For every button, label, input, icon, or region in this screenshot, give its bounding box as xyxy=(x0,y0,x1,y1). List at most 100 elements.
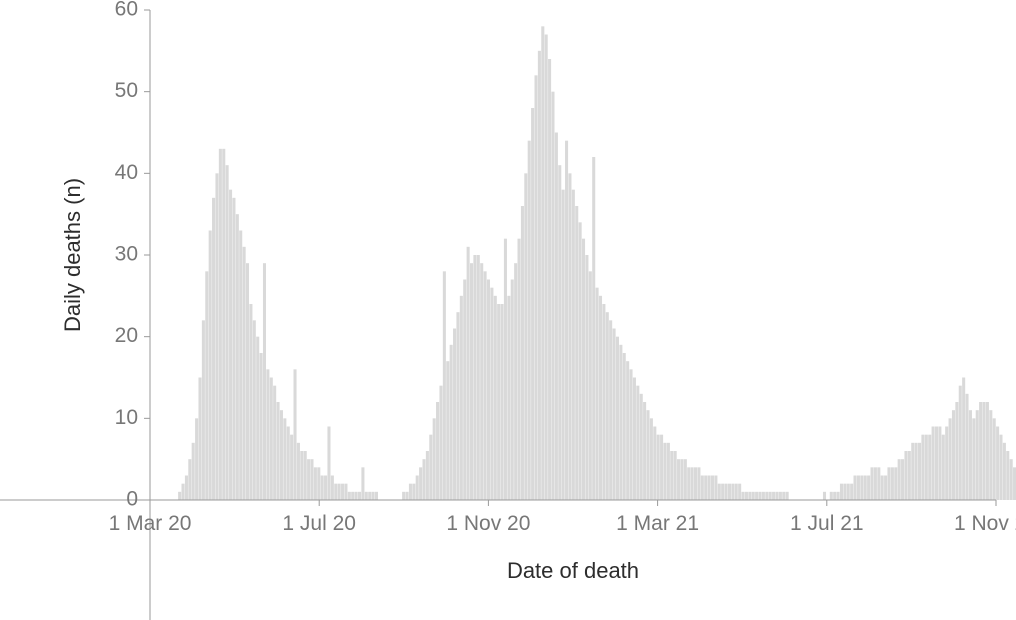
bar xyxy=(691,467,694,500)
bar xyxy=(477,255,480,500)
y-tick-label: 10 xyxy=(115,406,138,429)
bar xyxy=(219,149,222,500)
bar xyxy=(439,386,442,500)
bar xyxy=(480,263,483,500)
bar xyxy=(633,378,636,501)
bar xyxy=(660,435,663,500)
y-axis-label: Daily deaths (n) xyxy=(60,178,85,332)
bar xyxy=(887,467,890,500)
bar xyxy=(178,492,181,500)
bar xyxy=(765,492,768,500)
bar xyxy=(222,149,225,500)
bar xyxy=(630,369,633,500)
bar xyxy=(701,476,704,501)
bar xyxy=(470,263,473,500)
bar xyxy=(202,320,205,500)
bar xyxy=(840,484,843,500)
bar xyxy=(205,271,208,500)
bar xyxy=(999,435,1002,500)
bar xyxy=(663,443,666,500)
bar xyxy=(650,418,653,500)
bar xyxy=(494,296,497,500)
bar xyxy=(521,206,524,500)
bar xyxy=(215,173,218,500)
bar xyxy=(433,418,436,500)
bar xyxy=(412,484,415,500)
bar xyxy=(596,288,599,500)
y-tick-label: 20 xyxy=(115,324,138,347)
bar xyxy=(864,476,867,501)
bar xyxy=(945,427,948,501)
bar xyxy=(300,451,303,500)
bar xyxy=(575,206,578,500)
x-tick-label: 1 Nov 20 xyxy=(446,512,530,535)
bar xyxy=(232,198,235,500)
bar xyxy=(524,173,527,500)
bar xyxy=(402,492,405,500)
bar xyxy=(528,141,531,500)
bar xyxy=(229,190,232,500)
bar xyxy=(450,345,453,500)
bar xyxy=(182,484,185,500)
bar xyxy=(911,443,914,500)
bar xyxy=(837,492,840,500)
bar xyxy=(670,451,673,500)
bar xyxy=(592,157,595,500)
bar xyxy=(830,492,833,500)
bar xyxy=(653,427,656,501)
bar xyxy=(504,239,507,500)
bar xyxy=(860,476,863,501)
bar xyxy=(548,59,551,500)
bar xyxy=(484,271,487,500)
bar xyxy=(348,492,351,500)
bar xyxy=(646,410,649,500)
bar xyxy=(511,280,514,501)
bar xyxy=(959,386,962,500)
bar xyxy=(243,247,246,500)
x-tick-label: 1 Mar 20 xyxy=(109,512,192,535)
y-tick-label: 0 xyxy=(126,488,138,511)
bar xyxy=(935,427,938,501)
x-tick-label: 1 Mar 21 xyxy=(616,512,699,535)
bar xyxy=(721,484,724,500)
bar xyxy=(854,476,857,501)
bar xyxy=(355,492,358,500)
bar xyxy=(514,263,517,500)
bar xyxy=(728,484,731,500)
bar xyxy=(456,312,459,500)
bar xyxy=(212,198,215,500)
bar xyxy=(341,484,344,500)
bar xyxy=(1006,451,1009,500)
x-tick-label: 1 Jul 21 xyxy=(790,512,864,535)
bar xyxy=(667,443,670,500)
bar xyxy=(874,467,877,500)
bar xyxy=(680,459,683,500)
bar xyxy=(361,467,364,500)
bar xyxy=(674,451,677,500)
bar xyxy=(623,353,626,500)
bar xyxy=(490,288,493,500)
bar xyxy=(993,418,996,500)
bar xyxy=(531,108,534,500)
bar xyxy=(256,337,259,500)
bar xyxy=(636,386,639,500)
bar xyxy=(551,92,554,500)
bar xyxy=(697,467,700,500)
bar xyxy=(406,492,409,500)
bar xyxy=(921,435,924,500)
bar xyxy=(843,484,846,500)
bar xyxy=(833,492,836,500)
bar xyxy=(718,484,721,500)
bar xyxy=(246,263,249,500)
bar xyxy=(446,361,449,500)
bar xyxy=(260,353,263,500)
bar xyxy=(270,378,273,501)
bar xyxy=(898,459,901,500)
bar xyxy=(436,402,439,500)
bar xyxy=(287,427,290,501)
bar xyxy=(579,222,582,500)
x-axis-label: Date of death xyxy=(507,558,639,583)
bar xyxy=(236,214,239,500)
bar xyxy=(982,402,985,500)
bar xyxy=(657,435,660,500)
